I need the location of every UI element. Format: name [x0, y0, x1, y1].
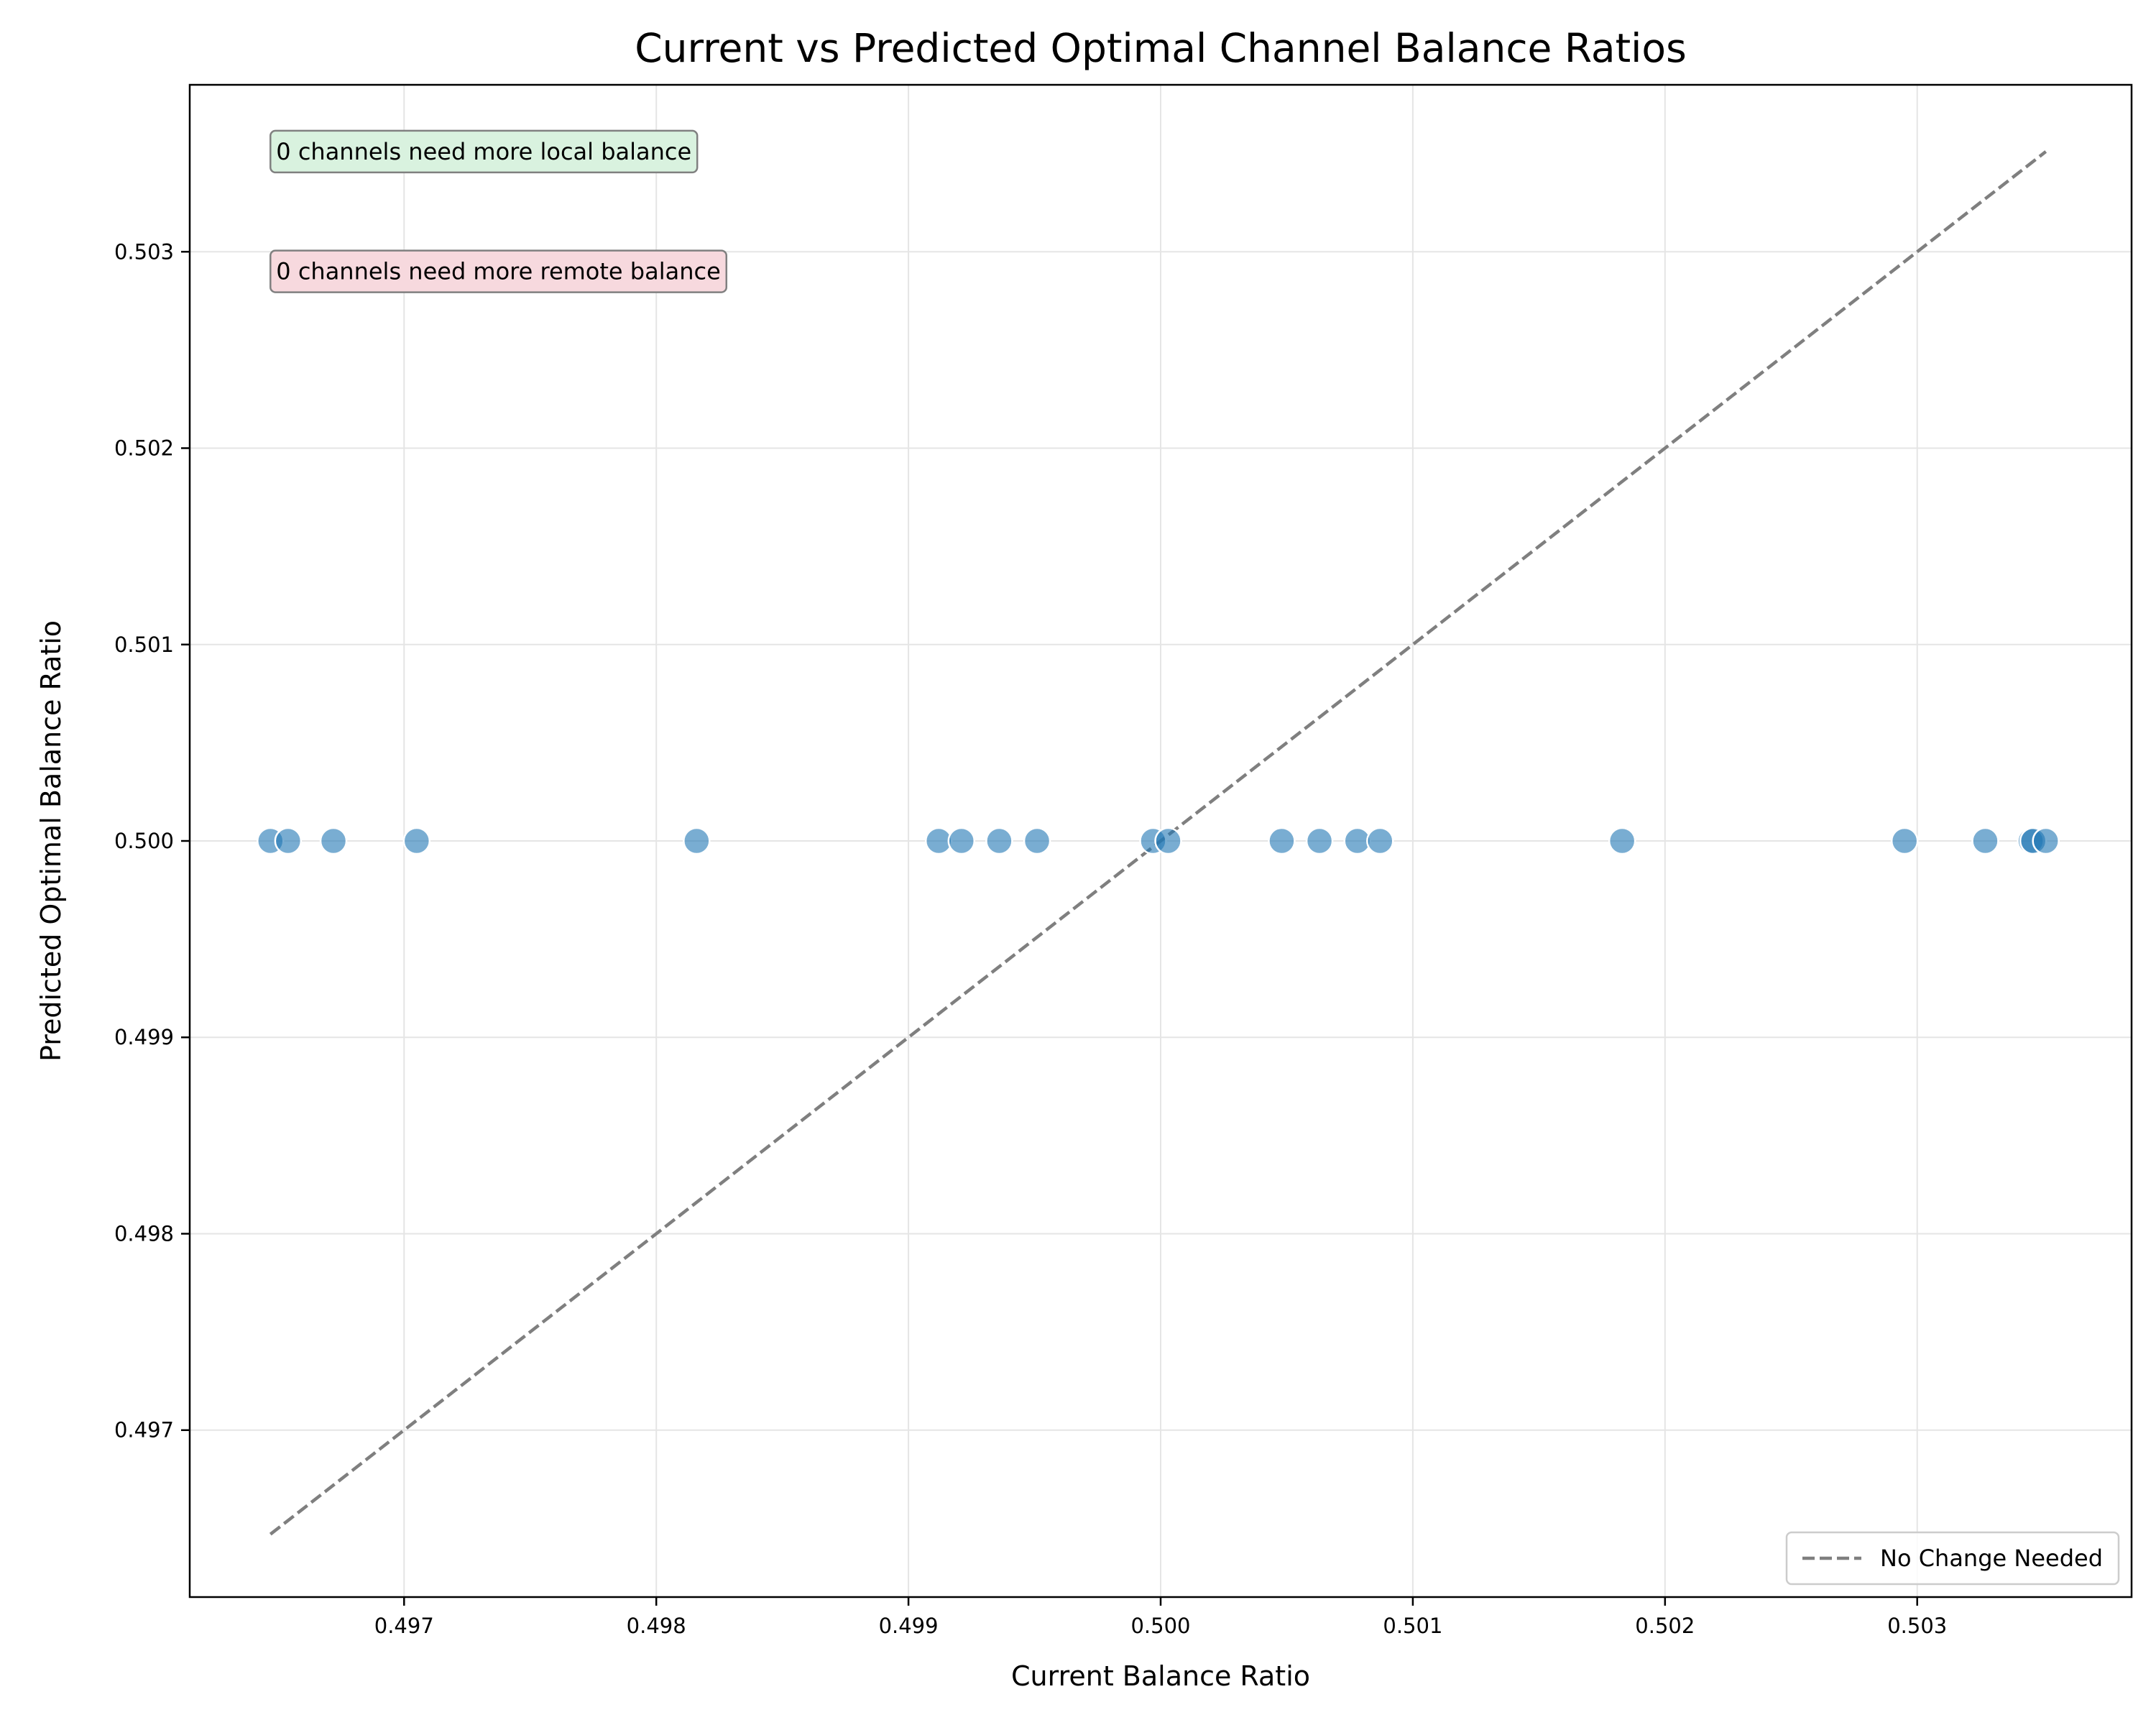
legend-frame [1785, 1531, 2120, 1586]
x-tick-label: 0.498 [627, 1614, 686, 1638]
tick-labels: 0.497 0.498 0.499 0.500 0.501 0.502 0.503 0.497… [114, 239, 1947, 1638]
legend-box: No Change Needed [1785, 1531, 2120, 1586]
y-tick-label: 0.503 [114, 239, 174, 264]
axes [181, 83, 2133, 1606]
annotations: 0 channels need more local balance 0 chan… [270, 129, 728, 293]
annotation-box: 0 channels need more local balance [270, 129, 699, 174]
x-axis-label: Current Balance Ratio [1011, 1660, 1310, 1692]
data-point [274, 827, 303, 855]
data-point [1971, 827, 1999, 855]
y-axis-label: Predicted Optimal Balance Ratio [35, 620, 67, 1062]
data-point [402, 827, 431, 855]
y-tick-label: 0.498 [114, 1221, 174, 1246]
data-point [1366, 827, 1394, 855]
data-point [683, 827, 711, 855]
data-point [1154, 827, 1182, 855]
y-tick-label: 0.502 [114, 436, 174, 461]
data-points [257, 827, 2060, 855]
grid-lines [190, 85, 2132, 1597]
y-tick-label: 0.500 [114, 829, 174, 853]
data-point [985, 827, 1013, 855]
chart-title: Current vs Predicted Optimal Channel Bal… [635, 25, 1687, 71]
data-point [1608, 827, 1636, 855]
y-tick-label: 0.497 [114, 1418, 174, 1443]
data-point [1268, 827, 1296, 855]
x-tick-label: 0.499 [879, 1614, 939, 1638]
y-tick-label: 0.499 [114, 1025, 174, 1049]
annotation-background [270, 129, 699, 174]
data-point [319, 827, 348, 855]
x-tick-label: 0.500 [1130, 1614, 1190, 1638]
annotation-text: 0 channels need more remote balance [276, 258, 720, 285]
annotation-text: 0 channels need more local balance [276, 138, 691, 165]
x-tick-label: 0.501 [1383, 1614, 1442, 1638]
data-point [1305, 827, 1334, 855]
data-point [947, 827, 976, 855]
x-tick-label: 0.503 [1887, 1614, 1947, 1638]
x-tick-label: 0.497 [374, 1614, 434, 1638]
annotation-background [270, 249, 728, 293]
legend-label: No Change Needed [1880, 1545, 2103, 1572]
data-point [1890, 827, 1919, 855]
data-point [2032, 827, 2060, 855]
legend: No Change Needed [1785, 1531, 2120, 1586]
x-tick-label: 0.502 [1635, 1614, 1695, 1638]
data-point [1023, 827, 1051, 855]
annotation-box: 0 channels need more remote balance [270, 249, 728, 293]
y-tick-label: 0.501 [114, 632, 174, 657]
